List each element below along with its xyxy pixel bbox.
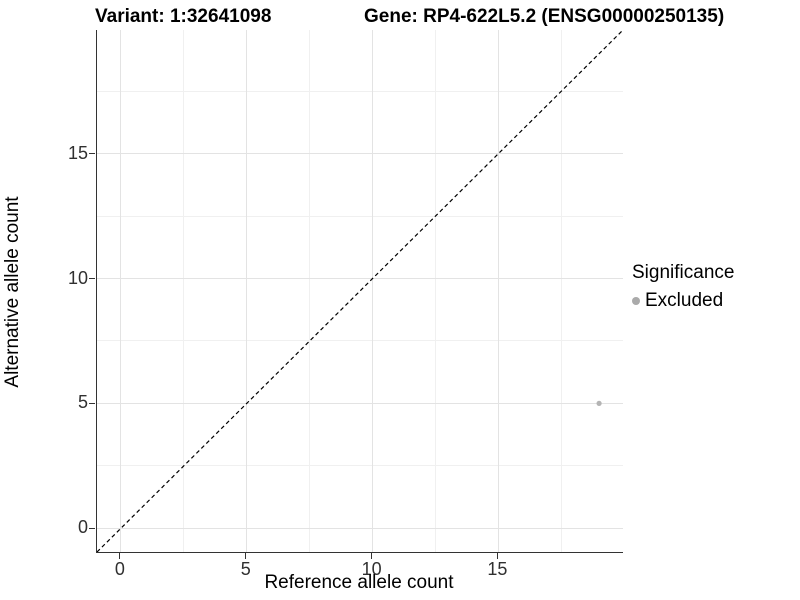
legend-item-excluded: Excluded (632, 290, 734, 312)
gridline-minor (97, 215, 623, 217)
x-axis-title: Reference allele count (264, 572, 454, 593)
legend-point-icon (632, 297, 640, 305)
gridline-minor (183, 30, 185, 552)
gridline-major (97, 278, 623, 279)
plot-panel (96, 30, 623, 553)
gridline-major (97, 527, 623, 529)
gridline-major (372, 30, 374, 552)
plot-marks (97, 30, 623, 552)
legend-title: Significance (632, 262, 735, 283)
y-axis-title: Alternative allele count (2, 196, 23, 388)
x-tick-label: 5 (240, 559, 251, 579)
gridline-major (497, 30, 499, 552)
plot-title-gene: Gene: RP4-622L5.2 (ENSG00000250135) (364, 6, 725, 27)
y-tick-label: 0 (77, 517, 88, 538)
gridline-minor (435, 30, 436, 552)
data-point (596, 400, 602, 406)
y-tick-mark (89, 278, 95, 279)
gridline-minor (309, 30, 311, 552)
x-tick-label: 15 (487, 559, 508, 579)
identity-line (97, 30, 623, 552)
gridline-minor (97, 340, 623, 342)
gridlines (97, 30, 623, 552)
y-tick-label: 15 (67, 142, 88, 163)
legend: Significance Excluded (632, 262, 734, 312)
y-tick-mark (89, 153, 95, 155)
plot-title-variant: Variant: 1:32641098 (95, 6, 272, 27)
x-tick-mark (496, 553, 498, 559)
y-tick-mark (89, 527, 95, 529)
gridline-major (97, 402, 623, 404)
y-tick-mark (89, 402, 95, 404)
legend-item-label: Excluded (645, 290, 724, 311)
y-tick-label: 10 (67, 267, 88, 288)
x-tick-mark (245, 553, 247, 559)
gridline-major (246, 30, 248, 552)
x-tick-label: 0 (114, 559, 125, 579)
gridline-major (97, 153, 623, 155)
x-tick-mark (371, 553, 373, 559)
x-tick-mark (119, 553, 121, 559)
gridline-minor (97, 465, 623, 467)
y-tick-label: 5 (77, 392, 88, 413)
gridline-minor (97, 90, 623, 92)
x-tick-label: 10 (361, 559, 382, 579)
gridline-major (120, 30, 122, 552)
gridline-minor (560, 30, 562, 552)
